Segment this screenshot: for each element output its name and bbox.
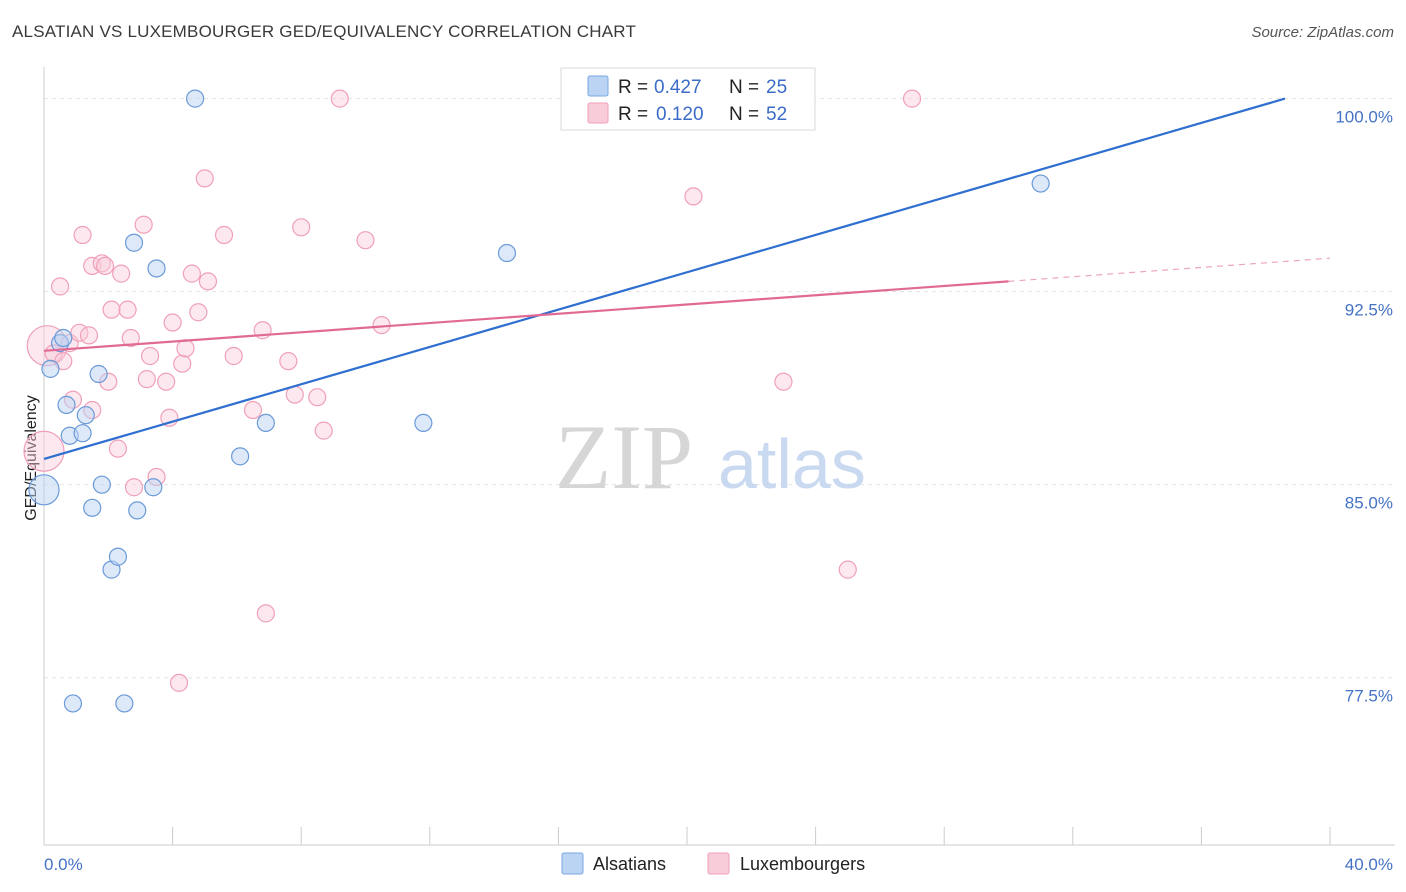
luxembourger-point: [124, 478, 144, 497]
luxembourger-point: [169, 673, 189, 692]
bottom-legend-alsatians: Alsatians: [593, 854, 666, 874]
luxembourger-point: [774, 372, 793, 391]
luxembourger-point: [195, 169, 214, 188]
luxembourger-point: [92, 254, 111, 273]
legend-n-value-1: 25: [766, 77, 787, 98]
legend-n-label-2: N =: [729, 104, 759, 125]
luxembourger-point: [137, 370, 156, 389]
luxembourger-point: [243, 400, 263, 420]
alsatian-point: [1031, 174, 1050, 193]
luxembourger-point: [356, 231, 375, 250]
alsatian-point: [108, 547, 128, 566]
legend-n-label-1: N =: [729, 77, 759, 98]
luxembourger-point: [279, 352, 298, 371]
legend-r-label-2: R =: [618, 104, 648, 125]
alsatian-point: [76, 406, 95, 425]
y-tick-label: 92.5%: [1345, 301, 1393, 320]
alsatian-point: [28, 474, 60, 506]
luxembourger-trend-line: [43, 280, 1009, 352]
x-tick-label-min: 0.0%: [44, 855, 83, 874]
luxembourger-point: [198, 272, 218, 291]
source-label: Source: ZipAtlas.com: [1251, 24, 1394, 41]
alsatian-point: [144, 478, 163, 497]
alsatian-point: [256, 413, 275, 433]
trend-lines: [43, 97, 1331, 460]
alsatian-point: [115, 694, 134, 713]
luxembourger-trend-extension: [1008, 257, 1331, 282]
luxembourger-point: [95, 256, 115, 276]
luxembourger-point: [214, 225, 234, 245]
luxembourger-point: [157, 372, 176, 391]
luxembourger-point: [23, 430, 65, 472]
alsatian-point: [89, 364, 108, 384]
luxembourger-point: [79, 326, 99, 345]
watermark-atlas: atlas: [718, 425, 866, 503]
y-tick-label: 100.0%: [1335, 108, 1393, 127]
luxembourger-point: [314, 421, 333, 440]
grid-lines: [44, 98, 1395, 679]
y-tick-label: 77.5%: [1345, 687, 1393, 706]
luxembourger-point: [118, 300, 137, 319]
alsatian-point: [63, 694, 83, 713]
luxembourger-point: [108, 439, 128, 458]
alsatian-point: [83, 498, 102, 517]
luxembourger-point: [684, 187, 703, 206]
x-tick-labels: 0.0% 40.0%: [44, 855, 1393, 874]
luxembourger-point: [838, 560, 857, 579]
luxembourger-point: [902, 89, 922, 108]
legend-r-label-1: R =: [618, 77, 648, 98]
luxembourger-point: [256, 604, 275, 623]
y-tick-label: 85.0%: [1345, 494, 1393, 513]
alsatian-point: [186, 89, 205, 108]
luxembourger-point: [50, 277, 70, 296]
legend-swatch-luxembourgers: [587, 102, 609, 124]
alsatian-point: [73, 424, 92, 443]
luxembourger-point: [182, 264, 201, 283]
legend-r-value-2: 0.120: [656, 104, 704, 125]
watermark-zip: ZIP: [555, 406, 693, 508]
alsatian-point: [231, 447, 250, 466]
luxembourger-point: [163, 313, 182, 332]
luxembourger-point: [102, 300, 121, 319]
alsatian-point: [414, 413, 433, 433]
luxembourger-point: [189, 303, 208, 322]
luxembourger-point: [308, 388, 327, 407]
alsatian-point: [147, 259, 166, 278]
luxembourger-point: [292, 218, 311, 237]
legend-swatch-alsatians: [587, 75, 609, 97]
luxembourger-point: [224, 346, 243, 366]
alsatian-point: [57, 395, 76, 414]
axes: [43, 67, 1395, 846]
alsatian-point: [54, 328, 73, 348]
luxembourger-point: [134, 215, 153, 234]
luxembourger-point: [330, 89, 349, 108]
luxembourger-point: [112, 264, 131, 283]
legend-r-value-1: 0.427: [654, 77, 702, 98]
alsatian-points: [28, 89, 1050, 713]
bottom-legend: Alsatians Luxembourgers: [561, 852, 865, 875]
luxembourger-point: [121, 328, 140, 348]
legend-box: R = 0.427 N = 25 R = 0.120 N = 52: [560, 67, 816, 131]
bottom-legend-swatch-luxembourgers: [707, 852, 730, 875]
bottom-legend-luxembourgers: Luxembourgers: [740, 854, 865, 874]
chart-title: ALSATIAN VS LUXEMBOURGER GED/EQUIVALENCY…: [12, 22, 637, 41]
alsatian-point: [92, 475, 111, 494]
luxembourger-point: [173, 354, 192, 373]
luxembourger-points: [23, 89, 922, 692]
luxembourger-point: [140, 346, 160, 366]
legend-n-value-2: 52: [766, 104, 787, 125]
alsatian-point: [41, 359, 60, 378]
x-tick-label-max: 40.0%: [1345, 855, 1393, 874]
y-tick-labels: 77.5% 85.0% 92.5% 100.0%: [1335, 108, 1393, 706]
alsatian-point: [124, 233, 144, 252]
alsatian-point: [128, 501, 147, 520]
alsatian-point: [497, 243, 517, 263]
luxembourger-point: [176, 339, 195, 358]
luxembourger-point: [73, 225, 92, 245]
alsatian-trend-line: [43, 97, 1286, 460]
bottom-legend-swatch-alsatians: [561, 852, 584, 875]
